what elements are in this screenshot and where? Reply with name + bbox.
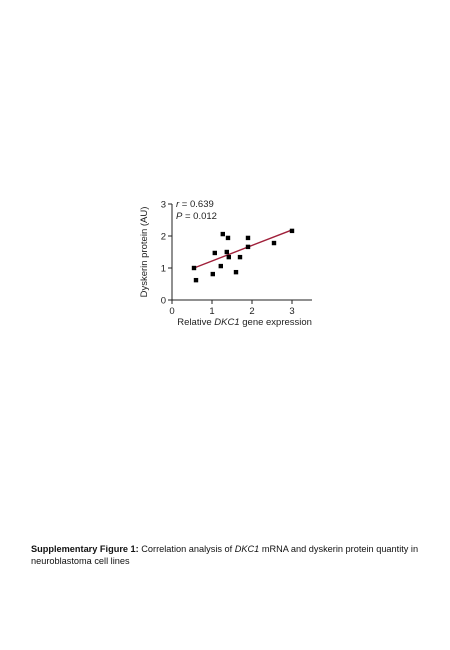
point xyxy=(226,254,231,260)
y-tick-label: 1 xyxy=(161,264,166,275)
y-tick-label: 3 xyxy=(161,200,166,211)
x-tick-label: 0 xyxy=(169,306,174,317)
point xyxy=(220,231,225,237)
caption-text: mRNA and dyskerin protein quantity in ne… xyxy=(31,544,419,566)
point xyxy=(218,263,223,269)
point xyxy=(193,277,199,283)
caption-text: Correlation analysis of xyxy=(138,544,235,554)
x-axis-label: Relative DKC1 gene expression xyxy=(164,317,320,328)
point xyxy=(233,269,239,275)
x-label-part: DKC1 xyxy=(214,317,239,328)
point xyxy=(210,271,215,277)
y-tick-label: 0 xyxy=(161,296,166,307)
y-axis-label: Dyskerin protein (AU) xyxy=(139,207,150,298)
x-tick-label: 3 xyxy=(289,306,294,317)
fit-line xyxy=(193,229,293,269)
point xyxy=(245,235,251,241)
point xyxy=(224,249,229,255)
y-tick-label: 2 xyxy=(161,232,166,243)
annotation-text: = 0.012 xyxy=(182,211,217,222)
annotation-text: = 0.639 xyxy=(179,199,214,210)
point xyxy=(237,254,243,260)
point xyxy=(245,244,251,250)
annotation-var: P xyxy=(176,211,183,222)
caption: Supplementary Figure 1: Correlation anal… xyxy=(31,543,431,567)
point xyxy=(191,265,197,271)
caption-gene: DKC1 xyxy=(234,544,260,554)
point xyxy=(212,250,217,256)
x-tick-label: 1 xyxy=(209,306,214,317)
annotation: P = 0.012 xyxy=(176,211,217,222)
caption-label: Supplementary Figure 1: xyxy=(31,544,139,554)
point xyxy=(289,228,295,234)
x-label-part: Relative xyxy=(177,317,214,328)
point xyxy=(271,240,277,246)
chart: Dyskerin protein (AU) Relative DKC1 gene… xyxy=(139,199,320,328)
x-tick-label: 2 xyxy=(249,306,254,317)
annotation-var: r xyxy=(176,199,180,210)
annotation: r = 0.639 xyxy=(176,199,214,210)
x-label-part: gene expression xyxy=(240,317,312,328)
point xyxy=(225,235,231,241)
